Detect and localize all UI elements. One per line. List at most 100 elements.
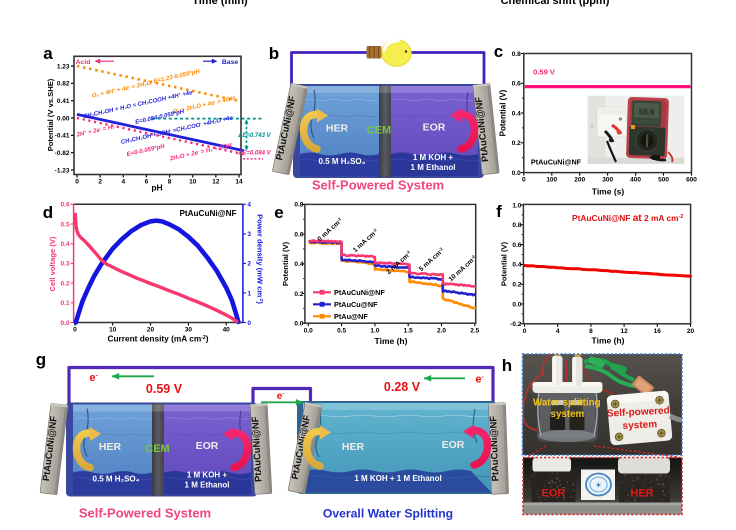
svg-text:300: 300 (602, 177, 613, 184)
svg-text:0: 0 (522, 177, 526, 184)
svg-text:10 mA cm-2: 10 mA cm-2 (447, 254, 479, 284)
svg-text:HER: HER (326, 123, 349, 135)
svg-text:0.8: 0.8 (294, 202, 303, 209)
svg-text:e-: e- (277, 391, 285, 402)
svg-text:Current density (mA cm-2): Current density (mA cm-2) (107, 334, 208, 344)
svg-text:1: 1 (247, 290, 251, 297)
svg-text:CEM: CEM (145, 443, 169, 455)
svg-text:4: 4 (556, 328, 560, 335)
svg-text:Acid: Acid (76, 59, 91, 66)
svg-text:2: 2 (247, 261, 251, 268)
svg-text:Potential (V): Potential (V) (281, 241, 290, 286)
svg-text:5 mA cm-2: 5 mA cm-2 (417, 246, 446, 273)
svg-text:PtAuCuNi@NF at 2 mA cm-2: PtAuCuNi@NF at 2 mA cm-2 (572, 213, 683, 224)
svg-text:PtAu@NF: PtAu@NF (334, 312, 368, 321)
svg-text:-0.2: -0.2 (510, 321, 522, 328)
svg-text:0: 0 (75, 179, 79, 186)
svg-text:4: 4 (247, 202, 251, 209)
svg-text:0.6: 0.6 (512, 242, 521, 249)
svg-text:10: 10 (109, 326, 117, 333)
svg-text:E=0-0.059*pH: E=0-0.059*pH (126, 143, 166, 158)
svg-text:a: a (43, 44, 53, 63)
svg-text:Self-Powered System: Self-Powered System (312, 178, 444, 193)
svg-text:40: 40 (223, 326, 231, 333)
svg-text:0.0: 0.0 (512, 301, 521, 308)
svg-text:10: 10 (189, 179, 197, 186)
svg-text:Potential (V): Potential (V) (499, 89, 508, 136)
svg-text:pH: pH (151, 183, 162, 193)
svg-text:f: f (496, 202, 502, 221)
svg-text:Water splitting: Water splitting (533, 398, 601, 409)
svg-text:d: d (43, 203, 53, 222)
svg-text:0.4: 0.4 (512, 110, 521, 117)
svg-text:0.3: 0.3 (61, 261, 70, 268)
svg-text:1 M Ethanol: 1 M Ethanol (185, 481, 230, 490)
svg-text:0.0: 0.0 (294, 321, 303, 328)
svg-text:1.5: 1.5 (404, 327, 413, 334)
svg-text:1 M KOH + 1 M Ethanol: 1 M KOH + 1 M Ethanol (354, 474, 441, 483)
svg-text:c: c (494, 42, 503, 61)
svg-text:0.6: 0.6 (512, 81, 521, 88)
svg-text:0.00: 0.00 (57, 115, 70, 122)
svg-text:0.5 M H₂SO₄: 0.5 M H₂SO₄ (319, 157, 366, 166)
svg-text:EOR: EOR (442, 439, 465, 451)
svg-text:0.1: 0.1 (61, 300, 70, 307)
svg-text:E=1.23-0.059*pH: E=1.23-0.059*pH (153, 68, 201, 85)
svg-text:Overall Water Splitting: Overall Water Splitting (323, 507, 453, 521)
svg-text:2H₂O + 2e- = H₂ + 2OH-: 2H₂O + 2e- = H₂ + 2OH- (168, 142, 234, 163)
svg-text:0.6: 0.6 (294, 231, 303, 238)
svg-text:0.4: 0.4 (294, 261, 303, 268)
svg-text:14: 14 (235, 179, 243, 186)
svg-text:1 M Ethanol: 1 M Ethanol (411, 163, 456, 172)
svg-text:0.4: 0.4 (61, 241, 70, 248)
svg-text:6: 6 (145, 179, 149, 186)
svg-text:20: 20 (687, 328, 695, 335)
svg-text:0: 0 (247, 320, 251, 327)
svg-text:PtAuCu@NF: PtAuCu@NF (334, 300, 378, 309)
svg-text:EOR: EOR (196, 440, 219, 452)
svg-text:HER: HER (342, 441, 365, 453)
svg-text:1 M KOH +: 1 M KOH + (187, 471, 228, 480)
svg-text:PtAuCuNi@NF: PtAuCuNi@NF (334, 288, 385, 297)
svg-text:ΔE=0.084 V: ΔE=0.084 V (237, 151, 271, 157)
svg-text:HER: HER (630, 488, 653, 500)
svg-text:g: g (36, 350, 46, 369)
svg-text:0.4: 0.4 (512, 262, 521, 269)
svg-text:30: 30 (185, 326, 193, 333)
svg-text:e-: e- (475, 374, 484, 386)
svg-text:1.23: 1.23 (57, 63, 70, 70)
svg-text:8: 8 (168, 179, 172, 186)
svg-text:0.59 V: 0.59 V (533, 68, 555, 77)
svg-text:Time (s): Time (s) (592, 187, 625, 197)
svg-text:0.59 V: 0.59 V (146, 382, 183, 396)
svg-text:400: 400 (630, 177, 641, 184)
svg-text:ΔE=0.743 V: ΔE=0.743 V (237, 133, 271, 139)
svg-text:Time (min): Time (min) (192, 0, 248, 7)
svg-text:1 mA cm-2: 1 mA cm-2 (351, 227, 380, 254)
svg-text:0.2: 0.2 (512, 140, 521, 147)
svg-text:12: 12 (212, 179, 220, 186)
svg-text:1.0: 1.0 (370, 327, 379, 334)
svg-text:PtAuCuNi@NF: PtAuCuNi@NF (249, 416, 263, 482)
svg-text:✶: ✶ (596, 482, 602, 490)
svg-text:Base: Base (222, 59, 238, 66)
svg-text:1.0: 1.0 (512, 202, 521, 209)
svg-text:0.41: 0.41 (57, 98, 70, 105)
svg-text:2: 2 (98, 179, 102, 186)
svg-text:0.2: 0.2 (294, 291, 303, 298)
svg-text:system: system (622, 419, 657, 432)
svg-text:system: system (551, 409, 585, 420)
svg-text:0.6: 0.6 (61, 202, 70, 209)
svg-text:2.0: 2.0 (437, 327, 446, 334)
svg-text:4: 4 (121, 179, 125, 186)
svg-text:12: 12 (620, 328, 628, 335)
svg-text:2.5: 2.5 (470, 327, 479, 334)
svg-text:1 M KOH +: 1 M KOH + (413, 153, 454, 162)
svg-text:0.5: 0.5 (337, 327, 346, 334)
svg-text:E=0.084-0.059*pH: E=0.084-0.059*pH (135, 109, 186, 126)
svg-text:e: e (274, 203, 283, 222)
svg-text:0.82: 0.82 (57, 81, 70, 88)
svg-text:0.0: 0.0 (512, 170, 521, 177)
svg-text:20: 20 (147, 326, 155, 333)
svg-text:0: 0 (73, 326, 77, 333)
